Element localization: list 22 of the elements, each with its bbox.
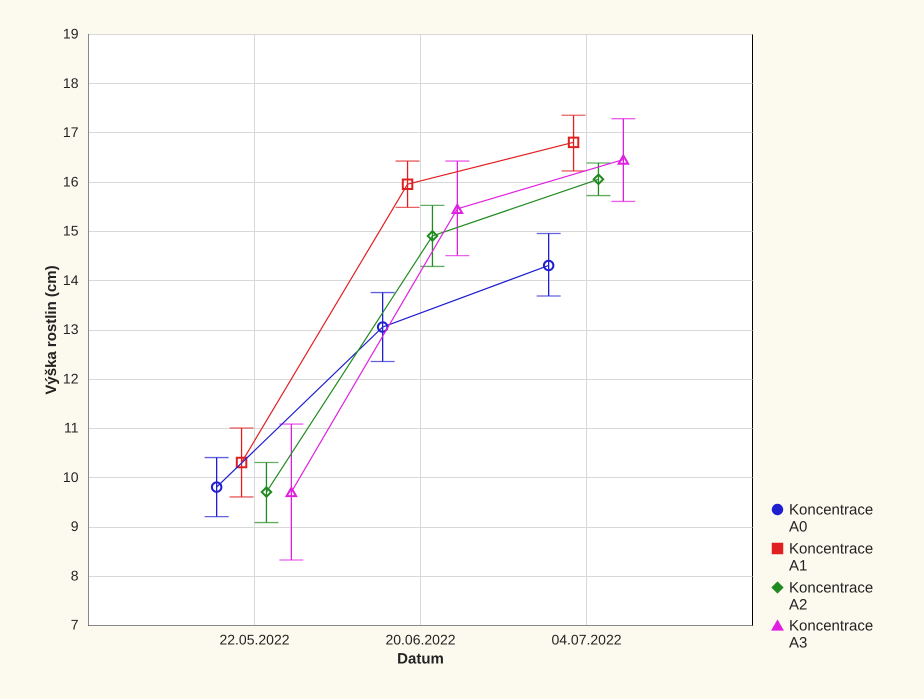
y-tick-label: 11 [64,420,79,436]
y-tick-label: 13 [62,321,79,337]
y-tick-label: 19 [62,26,79,42]
y-tick-label: 7 [70,616,79,632]
legend-label: Koncentrace A3 [789,618,874,652]
y-tick-label: 8 [70,567,79,584]
y-tick-label: 17 [62,124,79,140]
x-tick-label: 04.07.2022 [551,632,622,648]
x-axis-title: Datum [397,650,444,668]
y-tick-label: 16 [62,173,79,190]
x-tick-label: 22.05.2022 [219,632,290,648]
legend-label: Koncentrace A1 [789,540,874,574]
y-tick-label: 12 [62,370,79,386]
legend-label: Koncentrace A2 [789,580,874,614]
y-tick-label: 18 [62,74,79,91]
x-tick-label: 20.06.2022 [385,632,456,648]
y-tick-label: 10 [62,468,79,485]
y-tick-label: 9 [70,518,79,534]
legend-label: Koncentrace A0 [789,502,874,536]
y-tick-label: 14 [62,272,79,288]
y-tick-label: 15 [62,222,79,238]
y-axis-title: Výška rostlin (cm) [42,265,60,395]
